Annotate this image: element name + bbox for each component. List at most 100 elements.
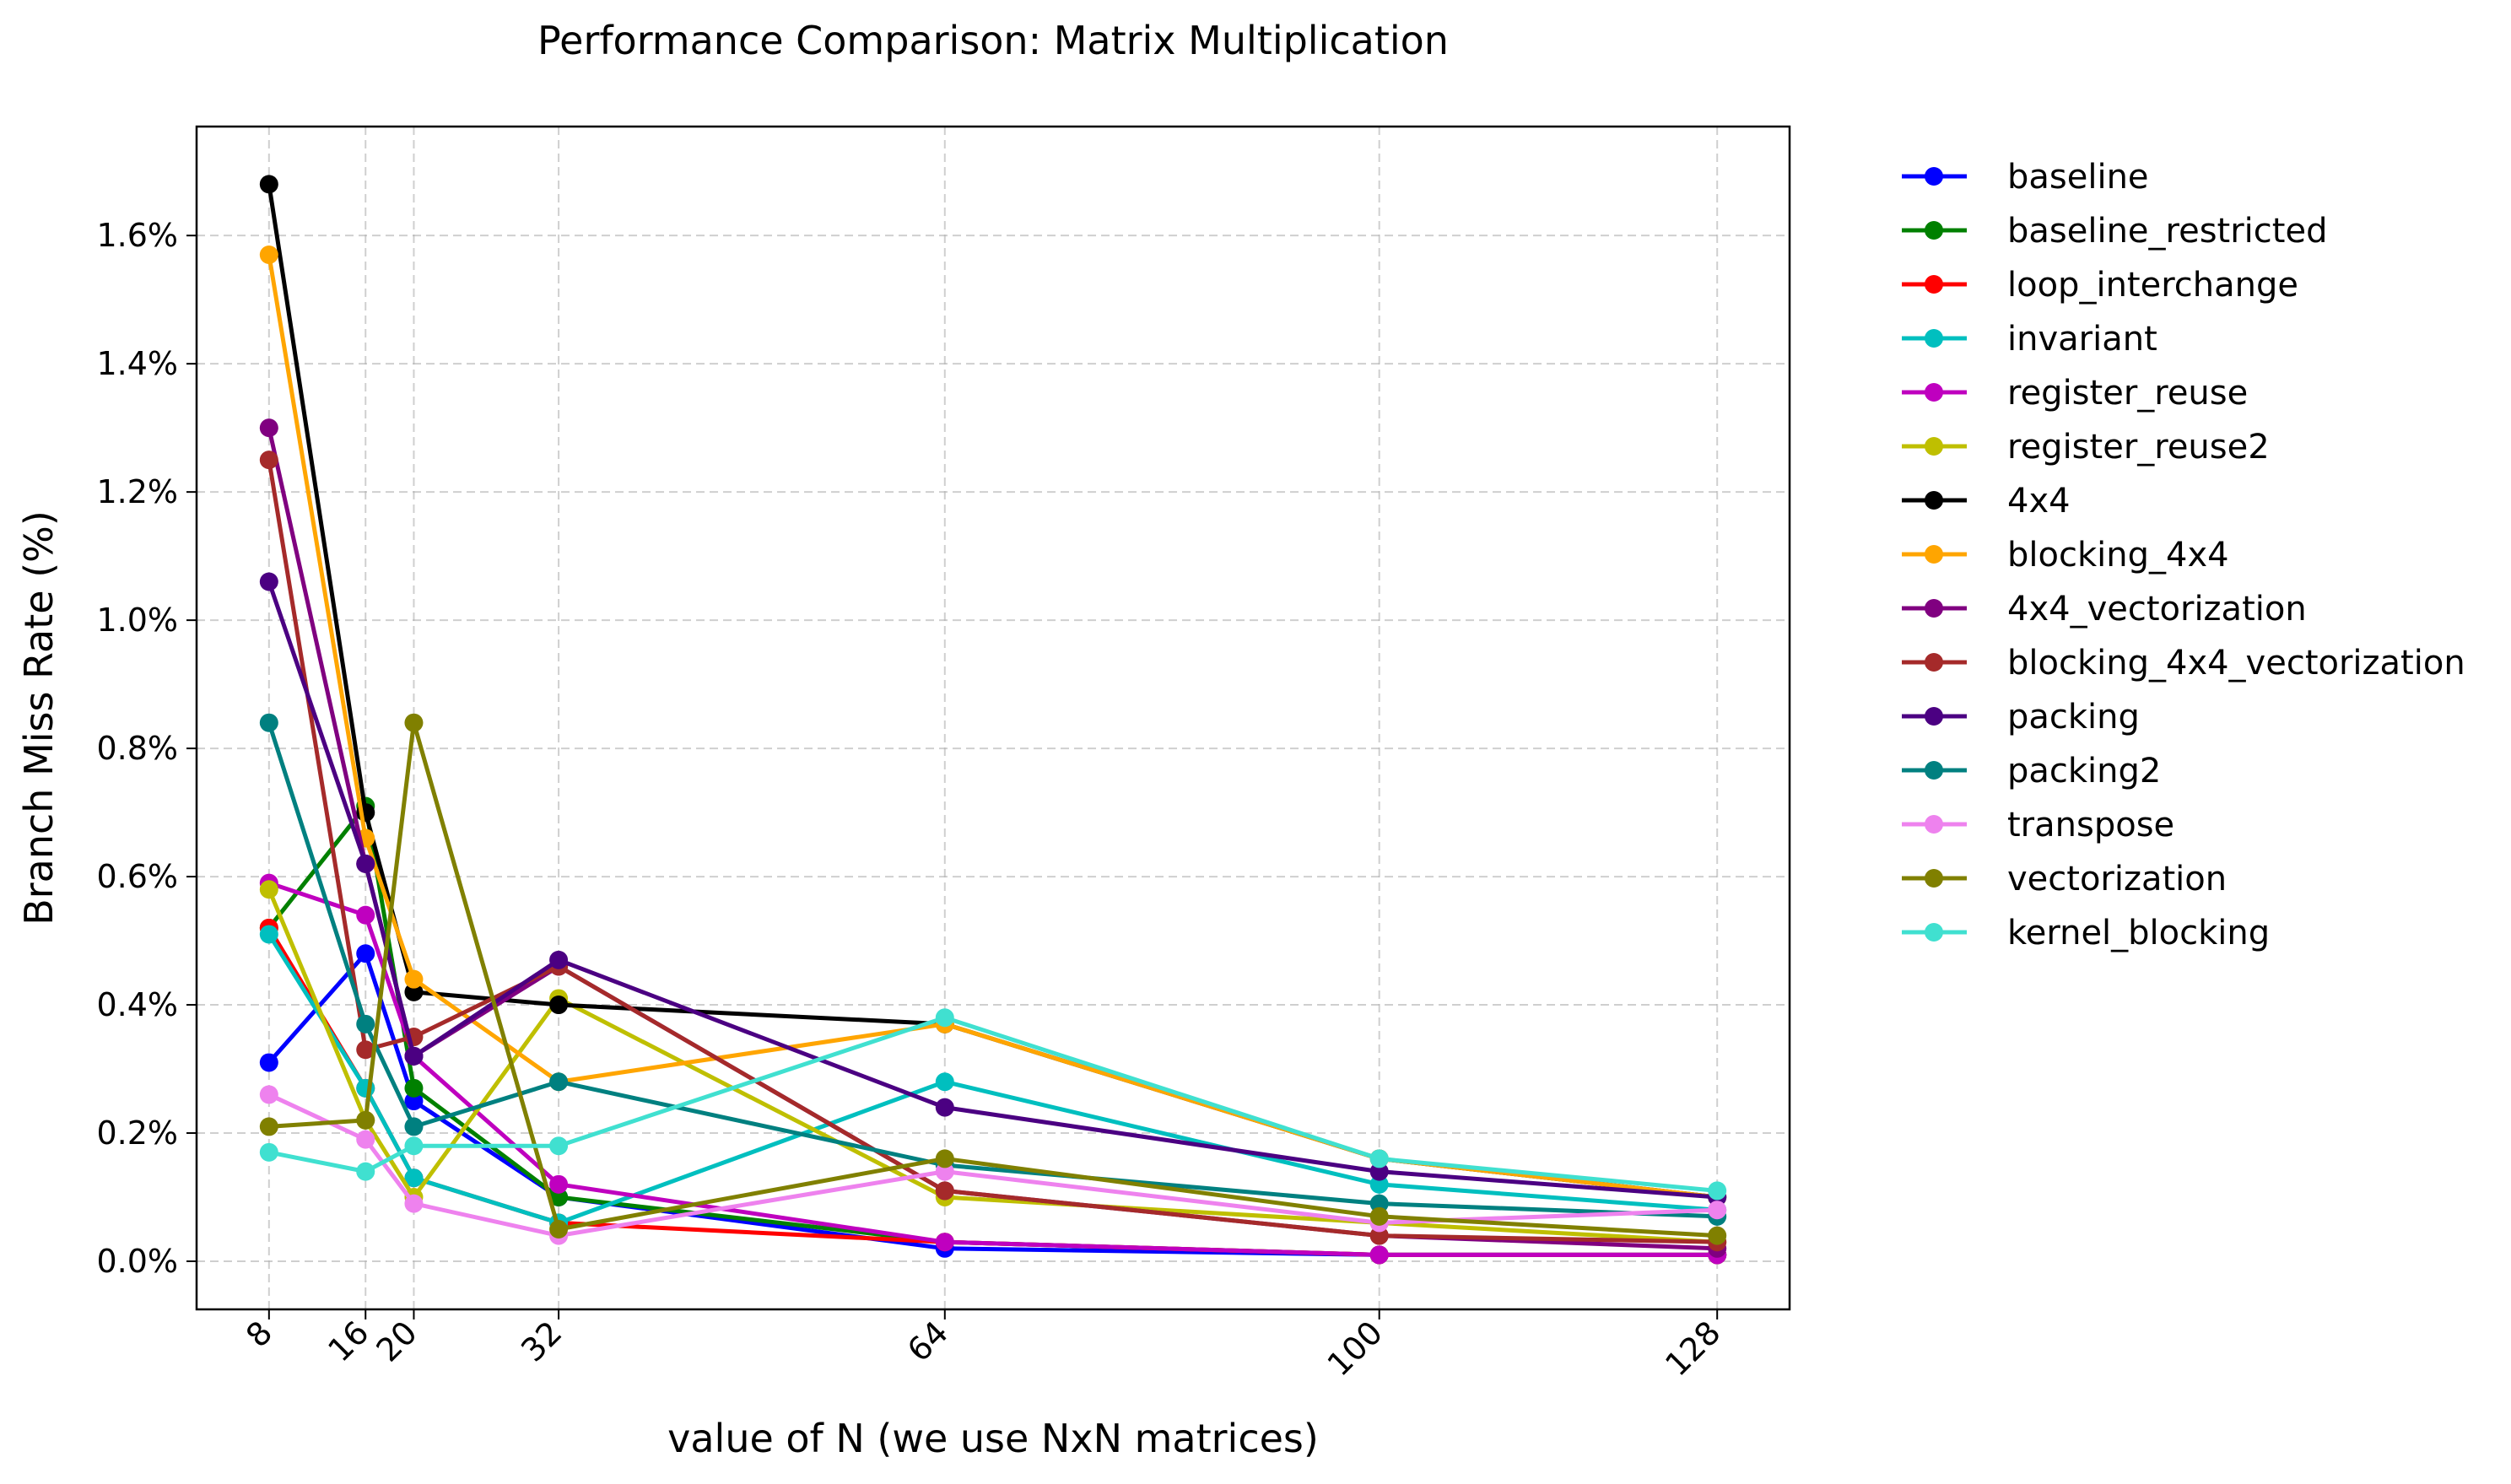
data-point: [1369, 1149, 1389, 1168]
y-axis-ticks: 0.0% 0.2% 0.4% 0.6% 0.8% 1.0% 1.2% 1.4% 1.6%: [96, 217, 197, 1280]
y-tick-label: 0.2%: [96, 1114, 178, 1152]
series-kernel_blocking: [259, 1008, 1727, 1201]
legend-item: 4x4_vectorization: [1902, 590, 2307, 629]
legend-item: loop_interchange: [1902, 266, 2298, 305]
data-point: [549, 1136, 569, 1156]
legend-item: baseline: [1902, 158, 2149, 197]
legend-marker: [1925, 761, 1943, 780]
data-point: [404, 1046, 424, 1066]
data-point: [356, 1110, 375, 1130]
legend-marker: [1925, 329, 1943, 348]
legend-label: 4x4_vectorization: [2007, 590, 2307, 629]
series-vectorization: [259, 713, 1727, 1245]
data-point: [935, 1181, 954, 1201]
data-point: [404, 982, 424, 1001]
legend-item: vectorization: [1902, 860, 2227, 898]
data-point: [259, 1085, 278, 1104]
data-point: [259, 245, 278, 264]
data-point: [549, 996, 569, 1015]
legend-item: kernel_blocking: [1902, 914, 2270, 952]
data-point: [935, 1072, 954, 1092]
legend-marker: [1925, 653, 1943, 672]
legend-marker: [1925, 707, 1943, 726]
legend-label: blocking_4x4_vectorization: [2007, 644, 2465, 683]
data-point: [356, 1162, 375, 1181]
x-axis-label: value of N (we use NxN matrices): [667, 1416, 1319, 1461]
data-point: [356, 1014, 375, 1033]
legend-marker: [1925, 383, 1943, 402]
data-point: [404, 1168, 424, 1188]
data-point: [935, 1098, 954, 1117]
data-point: [1369, 1162, 1389, 1181]
legend-item: register_reuse: [1902, 374, 2248, 413]
data-point: [259, 175, 278, 194]
series-packing: [259, 572, 1727, 1207]
legend-item: transpose: [1902, 806, 2174, 845]
data-point: [935, 1008, 954, 1028]
legend-label: invariant: [2007, 320, 2157, 359]
data-point: [1369, 1194, 1389, 1213]
legend-label: loop_interchange: [2007, 266, 2298, 305]
legend-marker: [1925, 221, 1943, 240]
legend-marker: [1925, 923, 1943, 942]
series-layer: [259, 175, 1727, 1265]
legend-item: invariant: [1902, 320, 2157, 359]
legend-marker: [1925, 815, 1943, 834]
data-point: [404, 969, 424, 989]
data-point: [1708, 1181, 1727, 1201]
data-point: [549, 950, 569, 969]
legend-marker: [1925, 167, 1943, 186]
data-point: [404, 1117, 424, 1136]
legend-marker: [1925, 437, 1943, 456]
chart-title: Performance Comparison: Matrix Multiplic…: [537, 18, 1449, 63]
data-point: [549, 1188, 569, 1207]
data-point: [935, 1233, 954, 1252]
data-point: [259, 572, 278, 591]
y-tick-label: 0.8%: [96, 730, 178, 767]
data-point: [259, 1053, 278, 1072]
data-point: [935, 1149, 954, 1168]
legend-item: packing: [1902, 698, 2140, 737]
data-point: [404, 1136, 424, 1156]
data-point: [404, 1078, 424, 1098]
legend-item: blocking_4x4_vectorization: [1902, 644, 2465, 683]
legend-item: register_reuse2: [1902, 428, 2270, 467]
data-point: [259, 1142, 278, 1162]
y-axis-label: Branch Miss Rate (%): [16, 510, 62, 925]
data-point: [356, 1040, 375, 1060]
data-point: [259, 418, 278, 438]
grid-lines: [197, 127, 1790, 1309]
legend-label: kernel_blocking: [2007, 914, 2270, 952]
y-tick-label: 0.4%: [96, 986, 178, 1023]
y-tick-label: 1.0%: [96, 602, 178, 639]
legend-label: packing2: [2007, 752, 2161, 791]
data-point: [356, 944, 375, 963]
legend-item: blocking_4x4: [1902, 536, 2229, 575]
legend-marker: [1925, 869, 1943, 888]
legend-label: vectorization: [2007, 860, 2227, 898]
y-tick-label: 1.6%: [96, 217, 178, 254]
legend-item: packing2: [1902, 752, 2161, 791]
data-point: [549, 1174, 569, 1194]
legend-label: baseline_restricted: [2007, 212, 2327, 251]
plot-frame: [195, 125, 1791, 1311]
legend-item: baseline_restricted: [1902, 212, 2327, 251]
data-point: [356, 905, 375, 925]
data-point: [1708, 1201, 1727, 1220]
data-point: [1369, 1206, 1389, 1226]
legend-label: baseline: [2007, 158, 2149, 197]
data-point: [259, 880, 278, 899]
data-point: [404, 1194, 424, 1213]
legend-marker: [1925, 545, 1943, 564]
data-point: [259, 1117, 278, 1136]
data-point: [1708, 1226, 1727, 1245]
data-point: [1369, 1174, 1389, 1194]
legend-label: register_reuse: [2007, 374, 2248, 413]
data-point: [259, 713, 278, 732]
data-point: [549, 1072, 569, 1092]
data-point: [259, 451, 278, 470]
legend-label: 4x4: [2007, 482, 2071, 521]
data-point: [404, 713, 424, 732]
legend-item: 4x4: [1902, 482, 2071, 521]
